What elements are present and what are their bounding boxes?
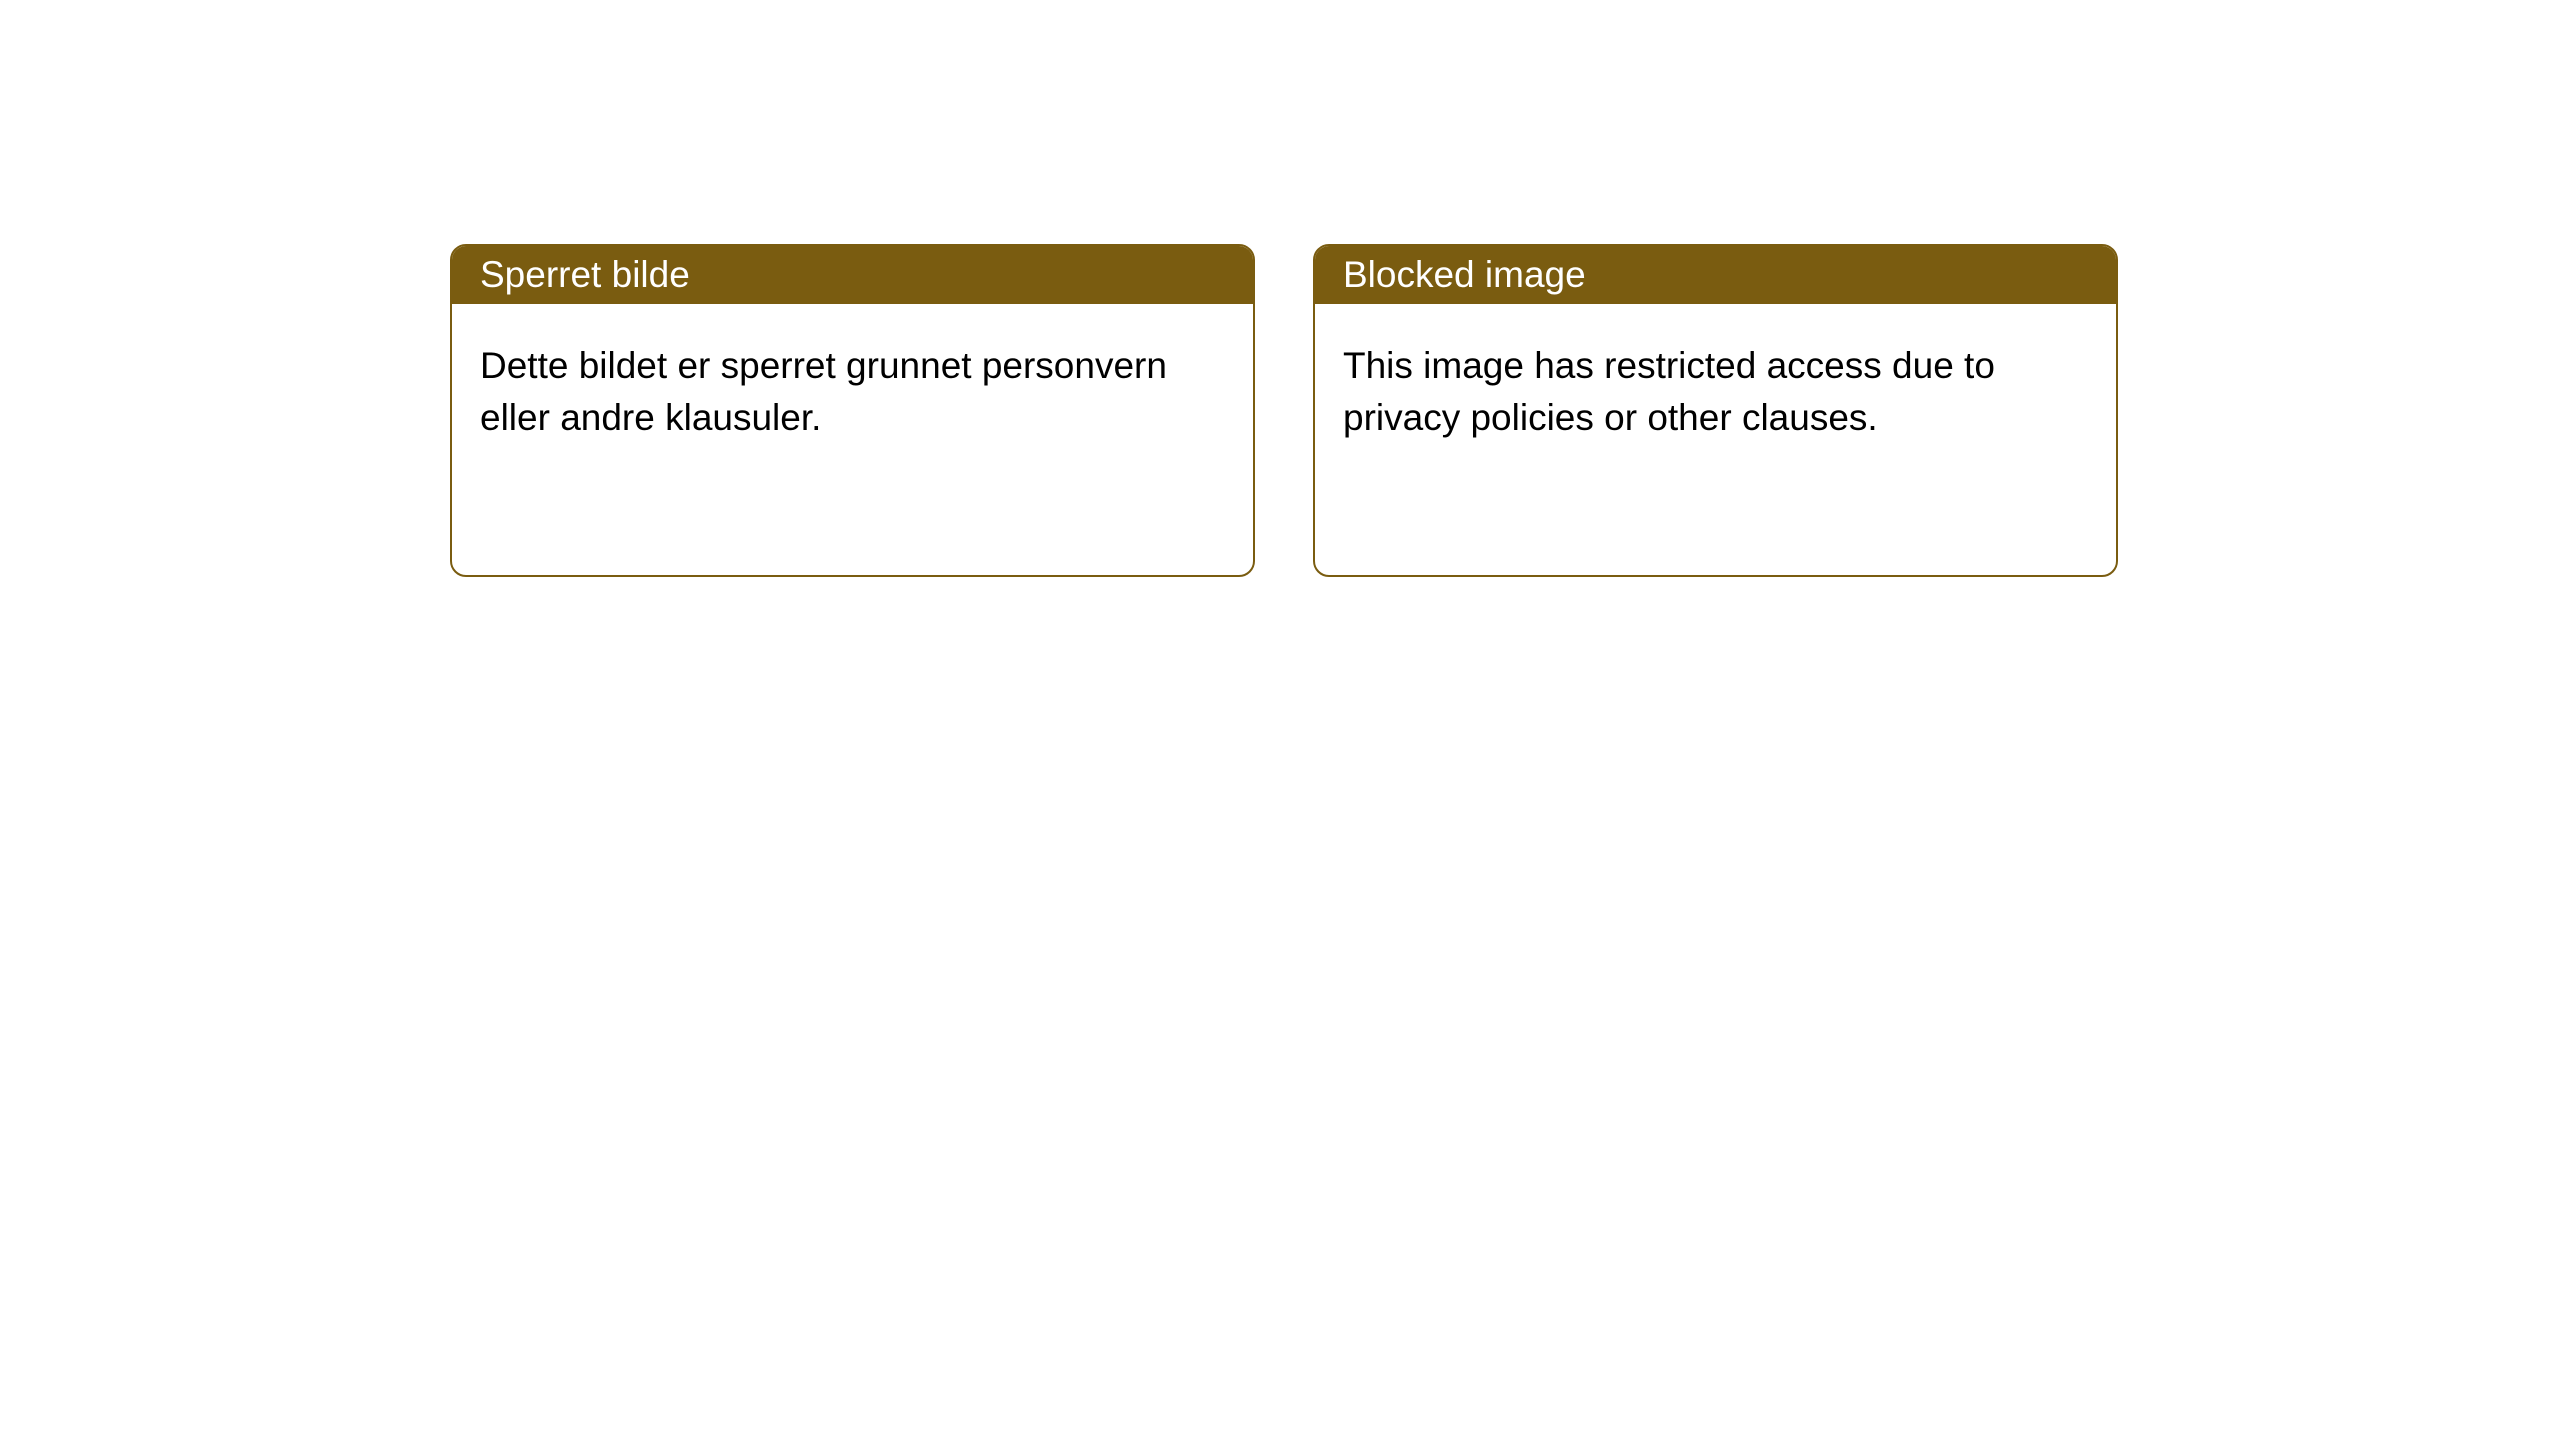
- notice-body-english: This image has restricted access due to …: [1315, 304, 2116, 480]
- notice-header-norwegian: Sperret bilde: [452, 246, 1253, 304]
- notice-box-english: Blocked image This image has restricted …: [1313, 244, 2118, 577]
- notice-body-norwegian: Dette bildet er sperret grunnet personve…: [452, 304, 1253, 480]
- notices-container: Sperret bilde Dette bildet er sperret gr…: [0, 0, 2560, 577]
- notice-header-english: Blocked image: [1315, 246, 2116, 304]
- notice-box-norwegian: Sperret bilde Dette bildet er sperret gr…: [450, 244, 1255, 577]
